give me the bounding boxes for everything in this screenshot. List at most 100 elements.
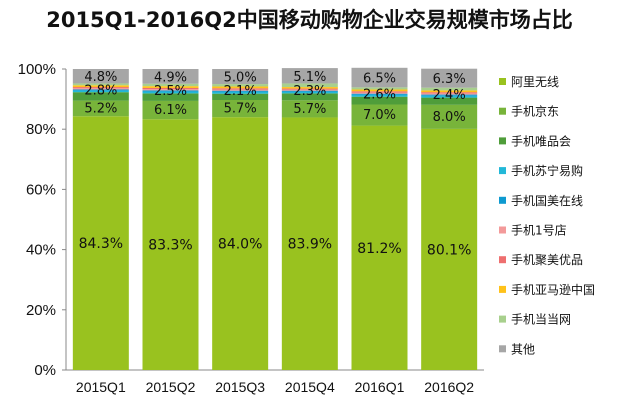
bar-segment: [212, 100, 269, 118]
x-tick-label: 2015Q1: [76, 379, 126, 395]
bar-segment: [281, 90, 338, 92]
bar-segment: [281, 87, 338, 89]
legend-label: 手机聚美优品: [511, 253, 583, 267]
bar-segment: [351, 125, 408, 370]
bar-segment: [351, 96, 408, 105]
bar-segment: [421, 104, 478, 129]
data-label: 5.2%: [84, 101, 117, 116]
bar-segment: [281, 68, 338, 84]
bar-segment: [212, 90, 269, 92]
legend-swatch: [499, 196, 506, 204]
legend-swatch: [499, 315, 506, 323]
y-tick-label: 40%: [26, 242, 56, 259]
bar-segment: [351, 87, 408, 90]
data-label: 5.7%: [293, 102, 326, 117]
data-label: 2.6%: [363, 88, 396, 103]
bar-segment: [281, 117, 338, 370]
data-label: 2.1%: [224, 84, 257, 99]
bar-segment: [72, 116, 129, 370]
bar-segment: [212, 86, 269, 89]
bar-segment: [281, 93, 338, 101]
legend-label: 手机唯品会: [511, 134, 571, 148]
legend-swatch: [499, 78, 506, 85]
bar-segment: [142, 69, 199, 84]
bar-segment: [212, 69, 269, 85]
bar-segment: [72, 87, 129, 89]
data-label: 80.1%: [427, 242, 471, 258]
bar-segment: [351, 92, 408, 94]
legend-swatch: [499, 285, 506, 293]
y-tick-label: 20%: [26, 302, 56, 319]
legend-label: 手机苏宁易购: [511, 163, 583, 178]
data-label: 2.3%: [293, 84, 326, 99]
data-label: 5.7%: [224, 102, 257, 117]
legend-label: 手机京东: [511, 105, 559, 119]
bar-segment: [142, 87, 199, 90]
data-label: 2.5%: [154, 84, 187, 99]
bar-segment: [72, 89, 129, 91]
data-label: 2.8%: [84, 83, 117, 98]
bar-segment: [142, 93, 199, 101]
data-label: 83.9%: [288, 237, 332, 253]
bar-segment: [351, 67, 408, 88]
bar-segment: [212, 93, 269, 101]
y-tick-label: 0%: [34, 362, 56, 379]
data-label: 84.0%: [218, 237, 262, 253]
bar-segment: [421, 93, 478, 95]
y-tick-label: 100%: [18, 61, 56, 78]
y-tick-label: 60%: [26, 181, 56, 198]
bar-segment: [421, 92, 478, 94]
x-tick-label: 2015Q3: [215, 379, 265, 395]
legend-label: 手机国美在线: [511, 194, 583, 208]
x-tick-label: 2015Q4: [285, 379, 335, 395]
bar-segment: [72, 88, 129, 90]
bar-segment: [281, 100, 338, 118]
bar-segment: [281, 91, 338, 94]
data-label: 4.8%: [84, 70, 117, 85]
bar-segment: [421, 87, 478, 91]
legend-label: 阿里无线: [511, 75, 559, 89]
bar-segment: [142, 100, 199, 120]
bar-segment: [351, 104, 408, 126]
x-tick-label: 2016Q1: [355, 379, 405, 395]
legend-label: 其他: [511, 342, 535, 356]
legend-swatch: [499, 226, 506, 234]
chart-title: 2015Q1-2016Q2中国移动购物企业交易规模市场占比: [46, 8, 573, 32]
data-label: 6.1%: [154, 103, 187, 118]
bar-segment: [351, 91, 408, 93]
legend-swatch: [499, 107, 506, 115]
legend-swatch: [499, 345, 506, 353]
data-label: 4.9%: [154, 70, 187, 85]
bar-segment: [142, 89, 199, 91]
bar-segment: [142, 90, 199, 92]
data-label: 5.0%: [224, 71, 257, 86]
data-label: 8.0%: [433, 110, 466, 125]
bar-segment: [142, 119, 199, 370]
bar-segment: [212, 89, 269, 91]
bar-segment: [72, 100, 129, 117]
bar-segment: [281, 89, 338, 91]
legend-swatch: [499, 167, 506, 175]
bar-segment: [212, 88, 269, 90]
data-label: 2.4%: [433, 88, 466, 103]
bar-segment: [421, 90, 478, 93]
data-label: 6.5%: [363, 72, 396, 87]
bar-segment: [351, 94, 408, 97]
bar-segment: [281, 88, 338, 90]
bar-segment: [142, 86, 199, 88]
legend-label: 手机当当网: [511, 313, 571, 327]
bar-segment: [72, 69, 129, 84]
bar-segment: [421, 94, 478, 96]
bar-segment: [421, 128, 478, 370]
data-label: 6.3%: [433, 72, 466, 87]
data-label: 81.2%: [357, 241, 401, 257]
bar-segment: [212, 84, 269, 87]
bar-segment: [212, 91, 269, 94]
y-tick-label: 80%: [26, 121, 56, 138]
data-label: 83.3%: [148, 238, 192, 254]
bar-segment: [212, 117, 269, 370]
bar-segment: [142, 91, 199, 94]
legend-label: 手机1号店: [511, 224, 567, 238]
x-tick-label: 2015Q2: [146, 379, 196, 395]
